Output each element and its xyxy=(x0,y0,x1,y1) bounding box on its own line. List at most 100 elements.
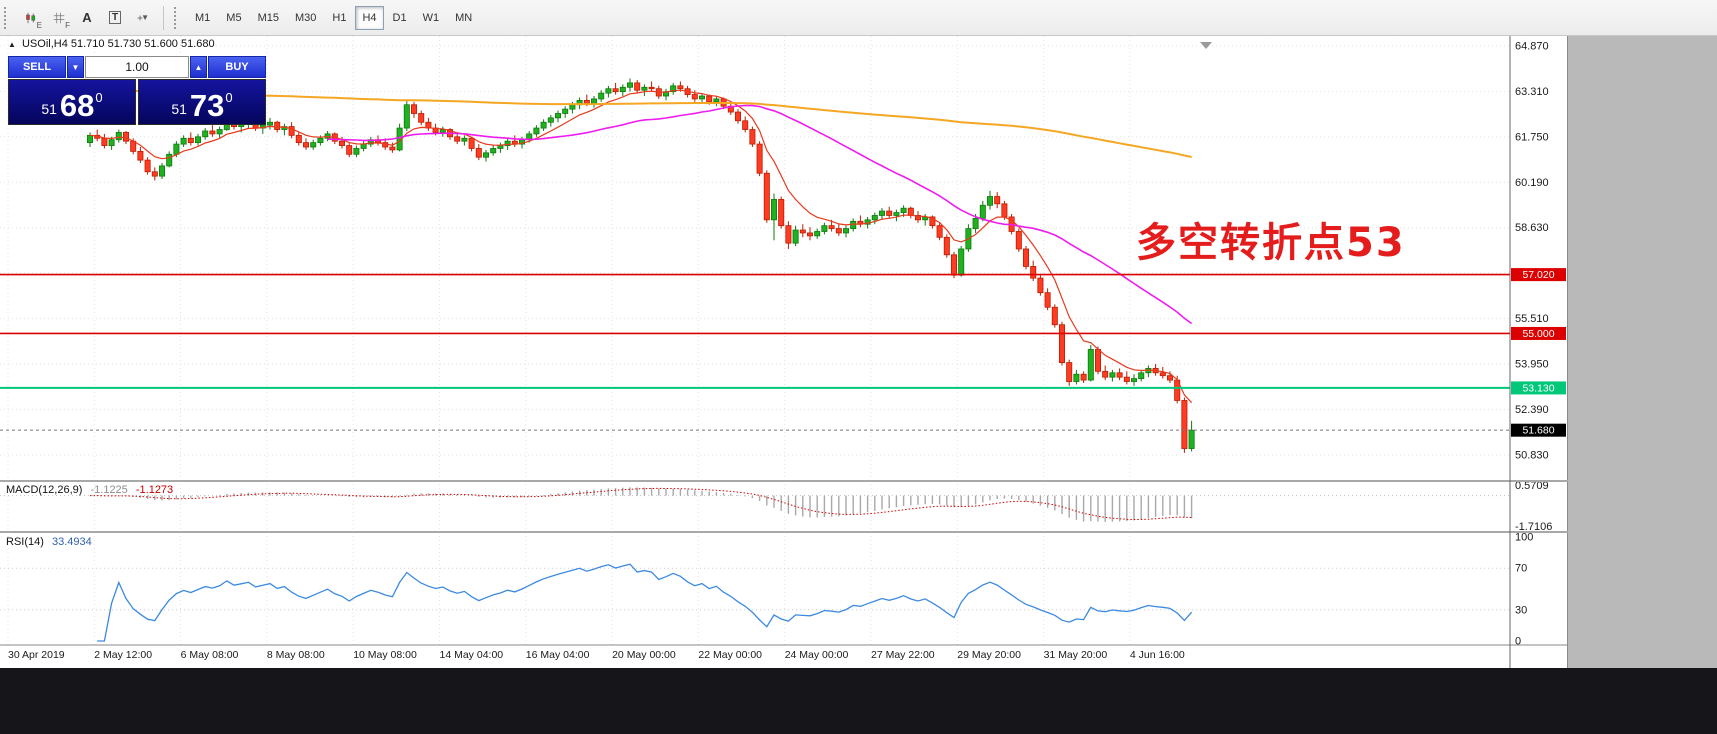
candle[interactable] xyxy=(101,133,108,149)
candle[interactable] xyxy=(540,119,547,131)
candle[interactable] xyxy=(936,222,943,241)
candle[interactable] xyxy=(778,196,785,229)
candle[interactable] xyxy=(886,206,893,219)
candle[interactable] xyxy=(454,132,461,145)
timeframe-button-h4[interactable]: H4 xyxy=(355,5,384,30)
candle[interactable] xyxy=(799,224,806,238)
candle[interactable] xyxy=(1188,420,1195,452)
candle[interactable] xyxy=(367,136,374,147)
volume-input[interactable] xyxy=(85,56,189,78)
candle[interactable] xyxy=(266,117,273,130)
candle[interactable] xyxy=(209,125,216,137)
toolbar-grip[interactable] xyxy=(4,6,13,29)
candle[interactable] xyxy=(302,138,309,150)
candle[interactable] xyxy=(987,190,994,210)
candle[interactable] xyxy=(439,126,446,137)
candle[interactable] xyxy=(1059,321,1066,366)
collapse-arrow-icon[interactable]: ▲ xyxy=(8,40,16,49)
candle[interactable] xyxy=(835,224,842,236)
candle[interactable] xyxy=(346,142,353,158)
candle[interactable] xyxy=(475,144,482,161)
candle[interactable] xyxy=(194,133,201,146)
candle[interactable] xyxy=(389,142,396,153)
chart-type-button[interactable]: E xyxy=(18,5,44,31)
candle[interactable] xyxy=(1145,365,1152,378)
candle[interactable] xyxy=(461,135,468,146)
candle[interactable] xyxy=(943,234,950,258)
candle[interactable] xyxy=(410,101,417,118)
candle[interactable] xyxy=(742,116,749,133)
candle[interactable] xyxy=(1138,369,1145,382)
candle[interactable] xyxy=(158,163,165,180)
price-axis[interactable]: 64.87063.31061.75060.19058.63057.07055.5… xyxy=(1515,40,1552,647)
candle[interactable] xyxy=(627,78,634,92)
candle[interactable] xyxy=(929,215,936,229)
grid-button[interactable]: F xyxy=(46,5,72,31)
candle[interactable] xyxy=(893,209,900,222)
candle[interactable] xyxy=(353,145,360,158)
sell-button[interactable]: SELL xyxy=(8,56,66,78)
candle[interactable] xyxy=(562,106,569,118)
toolbar-grip[interactable] xyxy=(174,6,183,29)
candle[interactable] xyxy=(87,132,94,147)
candle[interactable] xyxy=(612,82,619,95)
candle[interactable] xyxy=(670,82,677,95)
chart-annotation-text[interactable]: 多空转折点53 xyxy=(1136,220,1406,266)
candle[interactable] xyxy=(137,147,144,164)
candle[interactable] xyxy=(547,114,554,127)
candle[interactable] xyxy=(598,90,605,102)
time-axis[interactable]: 30 Apr 2019 2 May 12:00 6 May 08:00 8 May 0… xyxy=(8,649,1185,661)
candle[interactable] xyxy=(958,246,965,277)
candle[interactable] xyxy=(187,132,194,146)
buy-price-box[interactable]: 51 73 0 xyxy=(138,79,266,125)
candle[interactable] xyxy=(1037,275,1044,296)
candle[interactable] xyxy=(871,212,878,225)
candle[interactable] xyxy=(281,123,288,136)
candle[interactable] xyxy=(641,84,648,97)
candle[interactable] xyxy=(555,110,562,123)
candle[interactable] xyxy=(699,93,706,104)
candle[interactable] xyxy=(425,117,432,131)
candle[interactable] xyxy=(1131,374,1138,386)
candle[interactable] xyxy=(843,225,850,238)
candle[interactable] xyxy=(756,141,763,177)
candle[interactable] xyxy=(468,136,475,152)
candle[interactable] xyxy=(1023,246,1030,270)
candle[interactable] xyxy=(1116,368,1123,381)
candle[interactable] xyxy=(497,142,504,153)
candle[interactable] xyxy=(994,192,1001,209)
candle[interactable] xyxy=(1087,345,1094,382)
candle[interactable] xyxy=(605,85,612,98)
candle[interactable] xyxy=(115,129,122,143)
candle[interactable] xyxy=(202,128,209,140)
candle[interactable] xyxy=(648,81,655,92)
chart-window[interactable]: 64.87063.31061.75060.19058.63057.07055.5… xyxy=(0,36,1568,668)
candle[interactable] xyxy=(1015,228,1022,252)
candle[interactable] xyxy=(533,125,540,137)
timeframe-button-w1[interactable]: W1 xyxy=(416,6,447,30)
candle[interactable] xyxy=(591,96,598,108)
type-tool-button[interactable]: T xyxy=(102,5,128,31)
candle[interactable] xyxy=(1080,371,1087,383)
candle[interactable] xyxy=(1066,359,1073,386)
timeframe-button-d1[interactable]: D1 xyxy=(386,6,414,30)
candle[interactable] xyxy=(1073,369,1080,385)
chart-canvas[interactable]: 64.87063.31061.75060.19058.63057.07055.5… xyxy=(0,36,1568,668)
candle[interactable] xyxy=(1181,397,1188,453)
candle[interactable] xyxy=(713,96,720,107)
candle[interactable] xyxy=(807,227,814,241)
buy-button[interactable]: BUY xyxy=(208,56,266,78)
timeframe-button-m15[interactable]: M15 xyxy=(251,6,286,30)
candle[interactable] xyxy=(821,222,828,235)
candle[interactable] xyxy=(634,79,641,94)
candle[interactable] xyxy=(288,122,295,139)
candle[interactable] xyxy=(979,200,986,222)
candle[interactable] xyxy=(1109,369,1116,382)
candle[interactable] xyxy=(403,100,410,131)
candle[interactable] xyxy=(785,221,792,249)
candle[interactable] xyxy=(151,167,158,181)
volume-increase-button[interactable]: ▲ xyxy=(190,56,207,78)
candle[interactable] xyxy=(1051,304,1058,328)
timeframe-button-m5[interactable]: M5 xyxy=(219,6,248,30)
candle[interactable] xyxy=(295,132,302,146)
